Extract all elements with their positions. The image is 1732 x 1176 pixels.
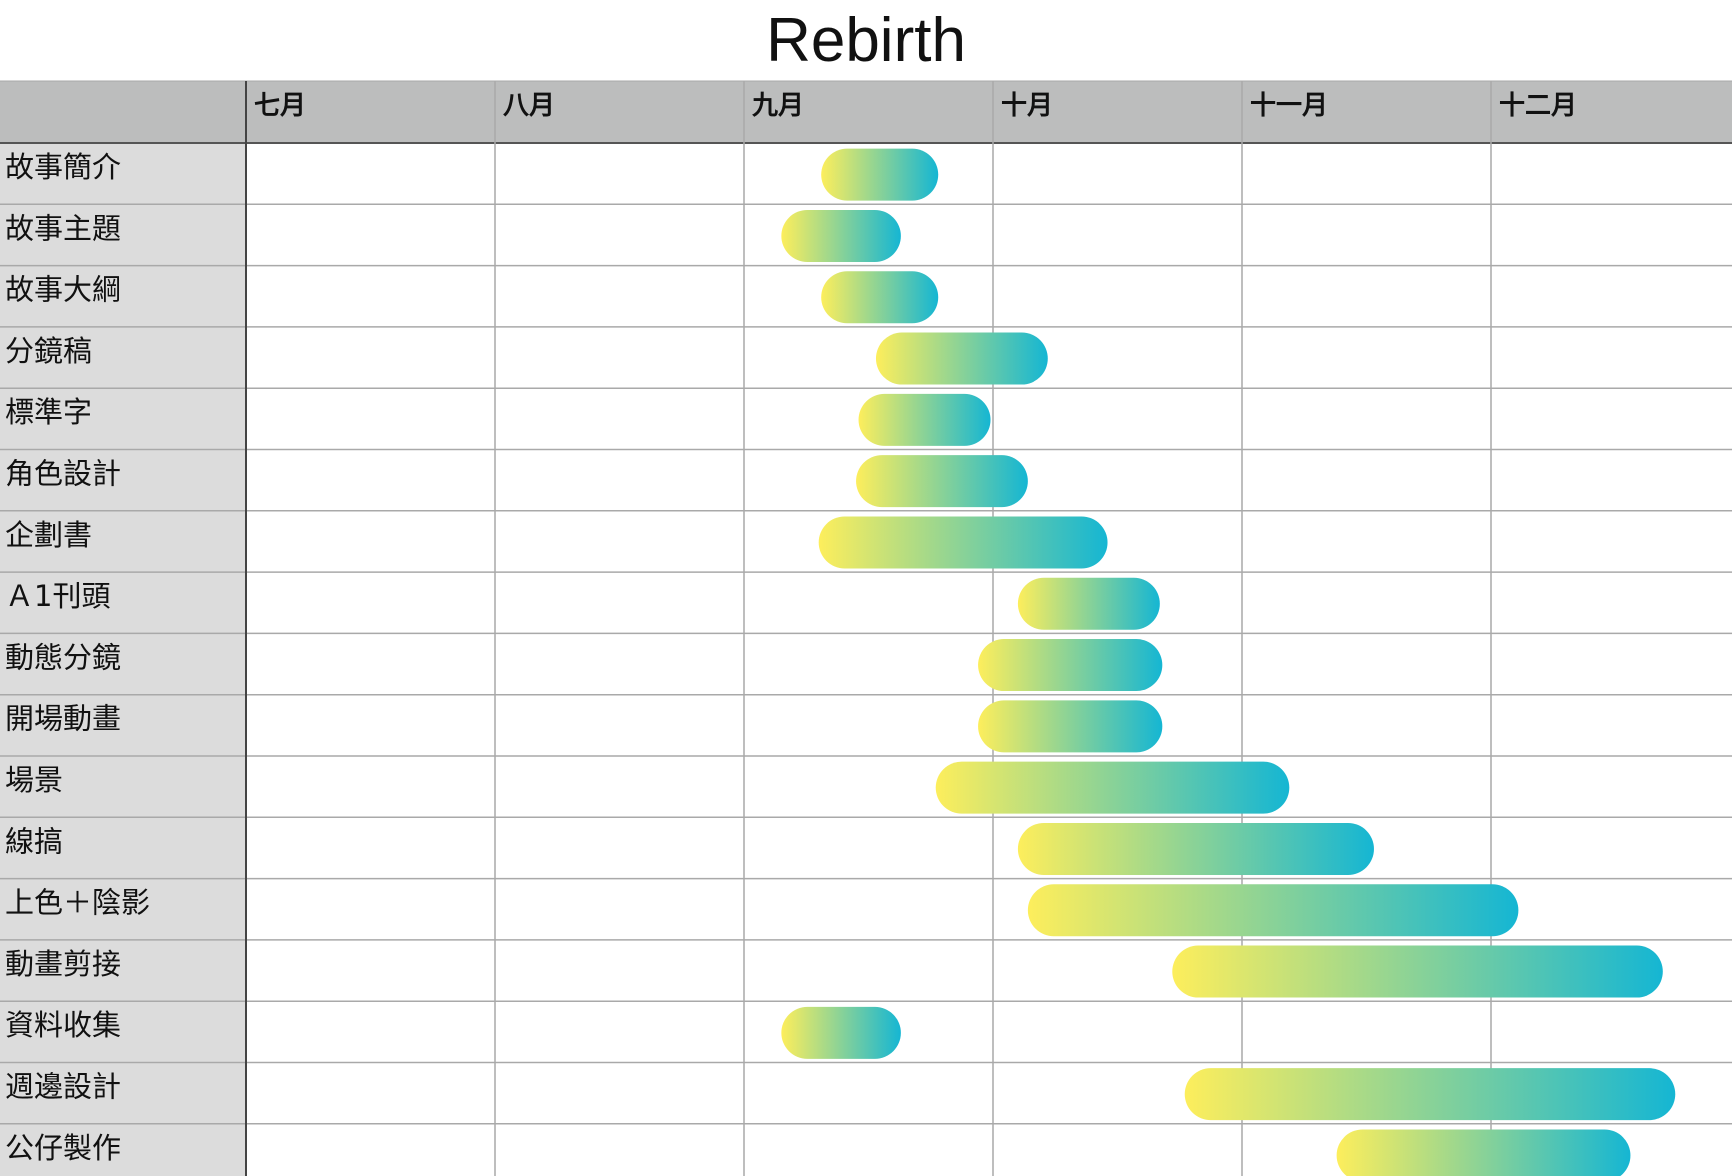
task-bar (935, 761, 1290, 814)
task-label: 週邊設計 (5, 1070, 121, 1104)
task-bar (1184, 1068, 1676, 1121)
task-label: 故事大綱 (5, 273, 121, 307)
task-label: Ａ1刊頭 (5, 579, 110, 613)
task-label: 場景 (5, 763, 63, 797)
chart-title: Rebirth (766, 6, 966, 75)
task-bar (978, 700, 1163, 753)
task-bar (781, 209, 901, 262)
month-label: 十二月 (1499, 91, 1577, 121)
month-label: 八月 (503, 91, 555, 121)
task-bar (875, 332, 1048, 385)
task-bar (1336, 1129, 1631, 1176)
task-bar (821, 271, 939, 324)
task-label: 動畫剪接 (5, 947, 121, 981)
header-band (0, 81, 1732, 143)
task-label: 開場動畫 (5, 702, 121, 736)
task-label: 企劃書 (5, 518, 92, 552)
task-bar (858, 393, 991, 446)
task-label: 角色設計 (5, 457, 121, 491)
task-bar (821, 148, 939, 201)
task-label: 分鏡稿 (5, 334, 92, 368)
month-label: 七月 (254, 91, 306, 121)
task-bar (856, 455, 1028, 508)
task-label: 線搞 (5, 824, 63, 858)
task-bar (1017, 577, 1160, 630)
task-bar (978, 639, 1163, 692)
month-label: 十月 (1001, 91, 1053, 121)
task-bar (1017, 822, 1374, 875)
task-bar (781, 1006, 901, 1059)
task-label: 上色＋陰影 (5, 886, 150, 920)
task-label: 標準字 (5, 395, 92, 429)
task-label: 動態分鏡 (5, 640, 121, 674)
label-column (0, 143, 246, 1176)
month-label: 十一月 (1250, 91, 1328, 121)
month-label: 九月 (751, 91, 804, 121)
task-bar (818, 516, 1108, 569)
task-label: 故事主題 (5, 211, 121, 245)
task-label: 故事簡介 (5, 150, 121, 184)
task-bar (1027, 884, 1519, 937)
task-label: 資料收集 (5, 1008, 121, 1042)
task-label: 公仔製作 (5, 1131, 121, 1165)
task-bar (1172, 945, 1663, 998)
